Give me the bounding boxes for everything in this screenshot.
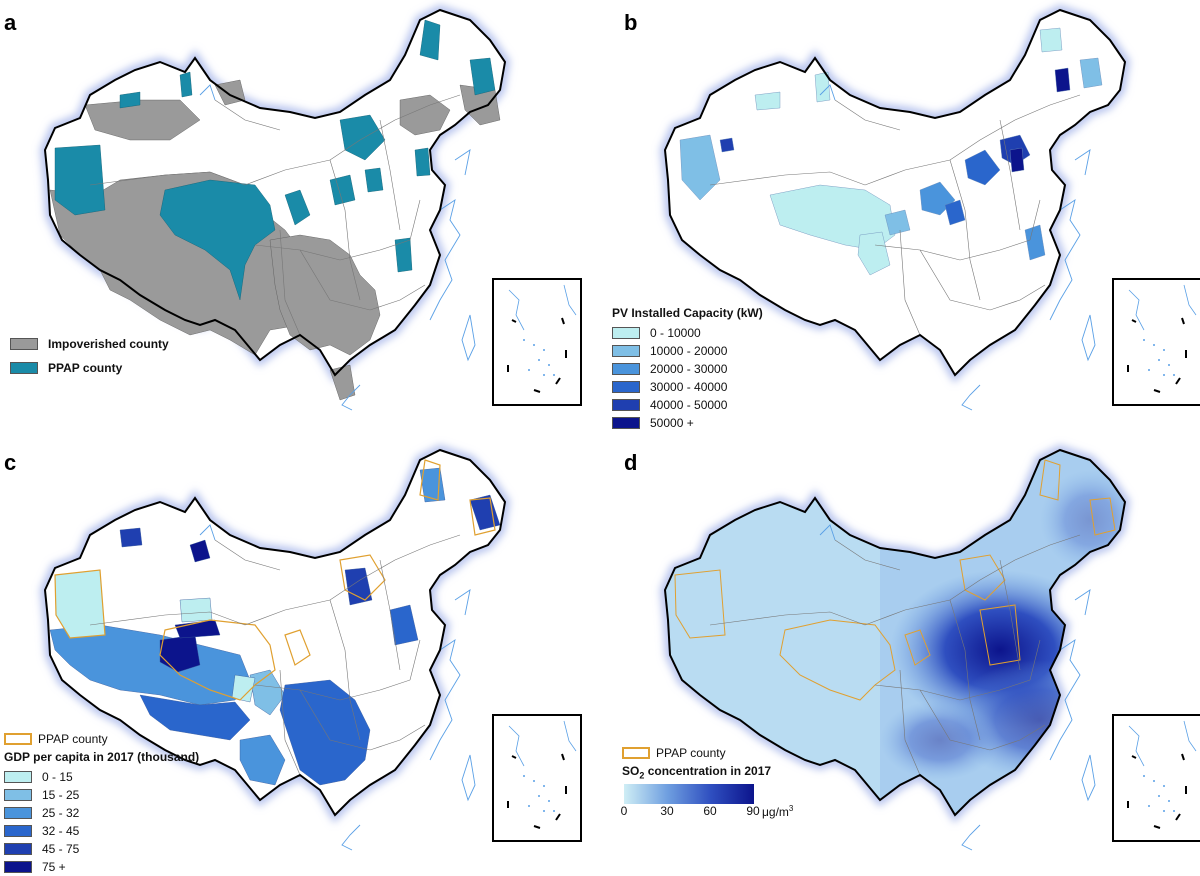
legend-title-d-suffix: concentration in 2017 (644, 764, 772, 778)
map-a (0, 0, 600, 411)
legend-label-b-0: 0 - 10000 (650, 326, 701, 340)
legend-b-rows: 0 - 10000 10000 - 20000 20000 - 30000 30… (612, 324, 763, 432)
impoverished-swatch (10, 338, 38, 350)
so2-unit-sup: 3 (788, 804, 794, 814)
so2-tick-0: 0 (620, 804, 628, 819)
legend-label-c-1: 15 - 25 (42, 788, 80, 802)
legend-label-ppap-d: PPAP county (656, 746, 726, 760)
legend-row-b-5: 50000 + (612, 414, 763, 432)
legend-b: PV Installed Capacity (kW) 0 - 10000 100… (612, 304, 763, 432)
legend-swatch-c-5 (4, 861, 32, 873)
legend-row-ppap: PPAP county (10, 359, 169, 377)
legend-row-c-3: 32 - 45 (4, 822, 199, 840)
legend-row-c-4: 45 - 75 (4, 840, 199, 858)
so2-tick-60: 60 (703, 804, 717, 819)
legend-row-ppap-c: PPAP county (4, 730, 199, 748)
legend-title-d-sub: 2 (639, 770, 645, 781)
panel-b: b (600, 0, 1200, 430)
panel-letter-d: d (624, 450, 638, 475)
legend-row-b-1: 10000 - 20000 (612, 342, 763, 360)
legend-swatch-b-4 (612, 399, 640, 411)
legend-label-c-2: 25 - 32 (42, 806, 80, 820)
legend-row-c-1: 15 - 25 (4, 786, 199, 804)
south-china-sea-inset-d (1112, 714, 1200, 842)
legend-label-c-5: 75 + (42, 860, 66, 874)
panel-c: c (0, 440, 600, 874)
so2-tick-90: 90 (746, 804, 760, 819)
legend-row-c-0: 0 - 15 (4, 768, 199, 786)
map-d (600, 440, 1200, 851)
legend-swatch-b-1 (612, 345, 640, 357)
legend-swatch-c-3 (4, 825, 32, 837)
legend-label-b-4: 40000 - 50000 (650, 398, 728, 412)
panel-letter-a: a (4, 10, 17, 35)
map-c (0, 440, 600, 851)
legend-swatch-c-1 (4, 789, 32, 801)
legend-row-b-3: 30000 - 40000 (612, 378, 763, 396)
so2-ramp-ticks: 0 30 60 90 (620, 804, 760, 820)
legend-row-impoverished: Impoverished county (10, 335, 169, 353)
legend-row-ppap-d: PPAP county (622, 744, 793, 762)
ppap-regions (54, 19, 496, 301)
ppap-outline-swatch-d (622, 747, 650, 759)
panel-a: a (0, 0, 600, 428)
so2-tick-30: 30 (660, 804, 674, 819)
legend-title-d-prefix: SO (622, 764, 640, 778)
panel-letter-b: b (624, 10, 638, 35)
legend-row-c-2: 25 - 32 (4, 804, 199, 822)
legend-label-ppap-c: PPAP county (38, 732, 108, 746)
legend-title-c: GDP per capita in 2017 (thousand) (4, 750, 200, 764)
legend-label-c-3: 32 - 45 (42, 824, 80, 838)
legend-swatch-c-2 (4, 807, 32, 819)
gdp-regions (49, 467, 501, 786)
legend-c: PPAP county GDP per capita in 2017 (thou… (4, 730, 199, 876)
south-china-sea-inset-a (492, 278, 582, 406)
south-china-sea-inset-b (1112, 278, 1200, 406)
legend-label-b-5: 50000 + (650, 416, 694, 430)
legend-a: Impoverished county PPAP county (10, 335, 169, 377)
legend-label-b-1: 10000 - 20000 (650, 344, 728, 358)
so2-unit: μg/m3 (762, 804, 793, 819)
so2-unit-base: μg/m (762, 805, 789, 820)
map-b (600, 0, 1200, 411)
legend-row-b-0: 0 - 10000 (612, 324, 763, 342)
legend-label-b-2: 20000 - 30000 (650, 362, 728, 376)
legend-label-b-3: 30000 - 40000 (650, 380, 728, 394)
pv-capacity-regions (679, 27, 1103, 276)
legend-row-c-5: 75 + (4, 858, 199, 876)
legend-swatch-b-3 (612, 381, 640, 393)
legend-label-c-4: 45 - 75 (42, 842, 80, 856)
legend-swatch-b-5 (612, 417, 640, 429)
legend-row-b-4: 40000 - 50000 (612, 396, 763, 414)
legend-label-c-0: 0 - 15 (42, 770, 73, 784)
legend-label-ppap: PPAP county (48, 361, 123, 375)
legend-swatch-b-2 (612, 363, 640, 375)
legend-swatch-b-0 (612, 327, 640, 339)
legend-row-b-2: 20000 - 30000 (612, 360, 763, 378)
legend-swatch-c-4 (4, 843, 32, 855)
legend-title-b: PV Installed Capacity (kW) (612, 306, 763, 320)
ppap-swatch (10, 362, 38, 374)
panel-d: d (600, 440, 1200, 857)
south-china-sea-inset-c (492, 714, 582, 842)
legend-d: PPAP county SO2 concentration in 2017 0 … (620, 744, 794, 820)
legend-swatch-c-0 (4, 771, 32, 783)
legend-label-impoverished: Impoverished county (48, 337, 169, 351)
legend-title-d: SO2 concentration in 2017 (622, 764, 793, 780)
ppap-outline-swatch-c (4, 733, 32, 745)
panel-letter-c: c (4, 450, 17, 475)
so2-color-ramp (624, 784, 754, 805)
